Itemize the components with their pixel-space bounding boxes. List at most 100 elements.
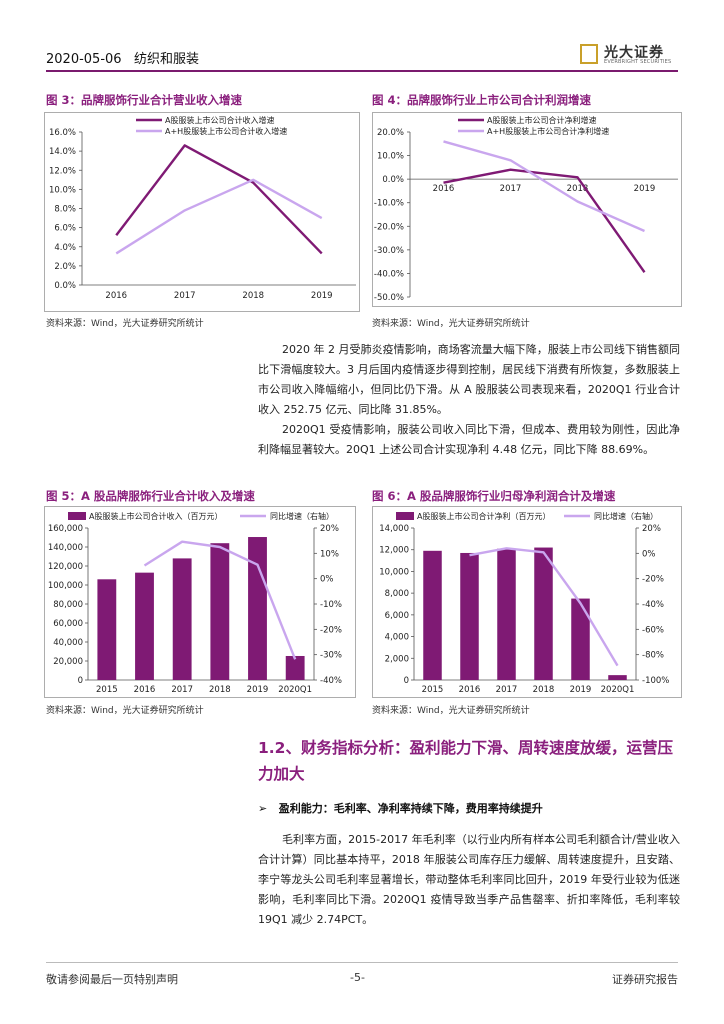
bar-2016 bbox=[135, 572, 154, 680]
bar-2018 bbox=[534, 547, 553, 680]
legend-bar-swatch bbox=[68, 512, 86, 520]
logo-mark-icon bbox=[580, 44, 598, 64]
bullet-arrow-icon: ➢ bbox=[258, 802, 268, 815]
bar-2018 bbox=[210, 543, 230, 680]
x-tick-label: 2018 bbox=[567, 184, 589, 194]
x-tick-label: 2018 bbox=[242, 291, 264, 301]
x-tick-label: 2019 bbox=[311, 291, 333, 301]
footer-report-type: 证券研究报告 bbox=[612, 973, 678, 986]
y-tick-label: 6.0% bbox=[54, 224, 76, 234]
y-tick-label: -30.0% bbox=[374, 246, 404, 256]
x-tick-label: 2019 bbox=[634, 184, 656, 194]
chart-frame bbox=[44, 112, 360, 312]
y-tick-label: 4.0% bbox=[54, 243, 76, 253]
y-tick-label: -20.0% bbox=[374, 222, 404, 232]
footer-disclaimer: 敬请参阅最后一页特别声明 bbox=[46, 973, 178, 986]
report-sector: 纺织和服装 bbox=[133, 52, 199, 67]
y-left-tick-label: 120,000 bbox=[48, 562, 83, 572]
y-left-tick-label: 10,000 bbox=[379, 567, 409, 577]
y-left-tick-label: 40,000 bbox=[53, 638, 83, 648]
legend-line-label: 同比增速（右轴） bbox=[594, 511, 658, 521]
fig5-source: 资料来源：Wind，光大证券研究所统计 bbox=[46, 706, 204, 716]
legend-label-2: A+H股服装上市公司合计净利增速 bbox=[487, 126, 609, 136]
logo-subtext: EVERBRIGHT SECURITIES bbox=[604, 59, 672, 65]
footer-divider bbox=[46, 962, 678, 963]
bullet-heading: ➢ 盈利能力：毛利率、净利率持续下降，费用率持续提升 bbox=[258, 800, 680, 816]
bar-2017 bbox=[497, 548, 516, 680]
x-tick-label: 2017 bbox=[171, 685, 193, 695]
chart-frame bbox=[372, 506, 682, 698]
legend-bar-label: A股服装上市公司合计收入（百万元） bbox=[89, 511, 222, 521]
bar-2019 bbox=[571, 598, 590, 680]
bar-2020Q1 bbox=[285, 655, 305, 680]
x-tick-label: 2017 bbox=[500, 184, 522, 194]
y-right-tick-label: -30% bbox=[320, 651, 342, 661]
legend-bar-label: A股服装上市公司合计净利（百万元） bbox=[417, 511, 550, 521]
legend-bar-swatch bbox=[396, 512, 414, 520]
y-tick-label: 10.0% bbox=[49, 185, 76, 195]
y-tick-label: 12.0% bbox=[49, 166, 76, 176]
y-right-tick-label: -40% bbox=[642, 600, 664, 610]
series-line-2 bbox=[115, 178, 323, 255]
y-tick-label: -10.0% bbox=[374, 199, 404, 209]
y-left-tick-label: 4,000 bbox=[385, 633, 409, 643]
fig3-source: 资料来源：Wind，光大证券研究所统计 bbox=[46, 319, 204, 329]
y-tick-label: 0.0% bbox=[54, 281, 76, 291]
section-title: 1.2、财务指标分析：盈利能力下滑、周转速度放缓，运营压力加大 bbox=[258, 739, 673, 783]
y-left-tick-label: 100,000 bbox=[48, 581, 83, 591]
y-tick-label: 10.0% bbox=[377, 152, 404, 162]
y-left-tick-label: 0 bbox=[78, 676, 83, 686]
y-right-tick-label: -80% bbox=[642, 651, 664, 661]
y-left-tick-label: 60,000 bbox=[53, 619, 83, 629]
y-right-tick-label: 20% bbox=[320, 524, 339, 534]
x-tick-label: 2019 bbox=[570, 685, 592, 695]
fig4-title: 图 4：品牌服饰行业上市公司合计利润增速 bbox=[372, 93, 592, 107]
x-tick-label: 2020Q1 bbox=[278, 685, 312, 695]
x-tick-label: 2016 bbox=[459, 685, 481, 695]
header-divider bbox=[46, 70, 678, 72]
y-left-tick-label: 80,000 bbox=[53, 600, 83, 610]
y-left-tick-label: 0 bbox=[404, 676, 409, 686]
y-right-tick-label: 10% bbox=[320, 549, 339, 559]
y-left-tick-label: 14,000 bbox=[379, 524, 409, 534]
y-right-tick-label: 20% bbox=[642, 524, 661, 534]
y-left-tick-label: 140,000 bbox=[48, 543, 83, 553]
report-date: 2020-05-06 bbox=[46, 52, 122, 67]
bar-2016 bbox=[460, 552, 479, 680]
x-tick-label: 2016 bbox=[433, 184, 455, 194]
series-line-2 bbox=[443, 140, 645, 233]
x-tick-label: 2016 bbox=[105, 291, 127, 301]
paragraph-3-text: 毛利率方面，2015-2017 年毛利率（以行业内所有样本公司毛利额合计/营业收… bbox=[258, 833, 680, 926]
paragraph-1-text: 2020 年 2 月受肺炎疫情影响，商场客流量大幅下降，服装上市公司线下销售额同… bbox=[258, 343, 680, 416]
paragraph-3: 毛利率方面，2015-2017 年毛利率（以行业内所有样本公司毛利额合计/营业收… bbox=[258, 830, 680, 930]
x-tick-label: 2018 bbox=[533, 685, 555, 695]
logo-text: 光大证券 bbox=[604, 45, 664, 61]
fig5-title: 图 5：A 股品牌服饰行业合计收入及增速 bbox=[46, 489, 255, 503]
x-tick-label: 2016 bbox=[134, 685, 156, 695]
growth-line bbox=[143, 540, 297, 660]
fig5-chart: 0 20,000 40,000 60,000 80,000 100,000 120,000 1… bbox=[44, 506, 356, 698]
y-tick-label: 14.0% bbox=[49, 147, 76, 157]
bullet-text: 盈利能力：毛利率、净利率持续下降，费用率持续提升 bbox=[278, 802, 543, 815]
y-left-tick-label: 8,000 bbox=[385, 589, 409, 599]
legend-line-label: 同比增速（右轴） bbox=[270, 511, 334, 521]
paragraph-2-text: 2020Q1 受疫情影响，服装公司收入同比下滑，但成本、费用较为刚性，因此净利降… bbox=[258, 423, 680, 456]
bar-2019 bbox=[248, 537, 267, 680]
x-tick-label: 2020Q1 bbox=[601, 685, 635, 695]
y-tick-label: 8.0% bbox=[54, 205, 76, 215]
y-right-tick-label: 0% bbox=[320, 575, 334, 585]
y-left-tick-label: 160,000 bbox=[48, 524, 83, 534]
legend-label-1: A股服装上市公司合计净利增速 bbox=[487, 115, 596, 125]
series-line-1 bbox=[115, 144, 323, 255]
fig3-chart: 0.0% 2.0% 4.0% 6.0% 8.0% 10.0% 12.0% 14.0% 16.0%… bbox=[44, 112, 360, 312]
bar-2015 bbox=[423, 550, 442, 680]
y-tick-label: 2.0% bbox=[54, 262, 76, 272]
y-tick-label: -50.0% bbox=[374, 293, 404, 303]
x-tick-label: 2017 bbox=[174, 291, 196, 301]
fig4-chart: -50.0% -40.0% -30.0% -20.0% -10.0% 0.0% 10.0% 2… bbox=[372, 112, 682, 307]
y-left-tick-label: 6,000 bbox=[385, 611, 409, 621]
y-right-tick-label: -10% bbox=[320, 600, 342, 610]
x-tick-label: 2015 bbox=[422, 685, 444, 695]
y-right-tick-label: -60% bbox=[642, 625, 664, 635]
legend-label-2: A+H股服装上市公司合计收入增速 bbox=[165, 126, 287, 136]
